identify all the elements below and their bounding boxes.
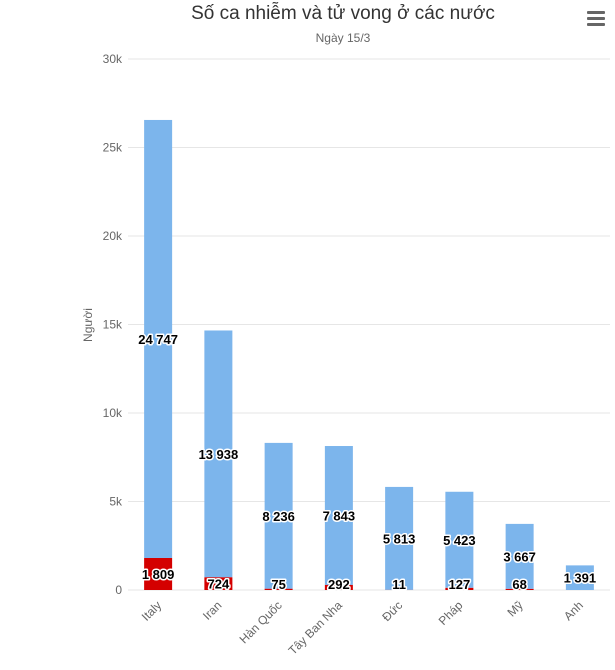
bar-deaths <box>264 588 293 590</box>
data-label-deaths: 292 <box>328 577 350 592</box>
data-label-cases: 24 747 <box>138 332 178 347</box>
y-tick-label: 25k <box>103 141 123 155</box>
x-tick-label: Hàn Quốc <box>237 598 285 646</box>
bar-deaths <box>144 557 173 590</box>
x-tick-label: Iran <box>200 598 225 623</box>
bar-cases <box>324 446 353 585</box>
menu-line <box>587 23 605 26</box>
chart-subtitle: Ngày 15/3 <box>316 31 371 45</box>
x-tick-label: Tây Ban Nha <box>286 598 346 658</box>
data-label-deaths: 11 <box>392 577 406 592</box>
data-label-deaths: 127 <box>449 577 471 592</box>
y-tick-label: 10k <box>103 406 123 420</box>
data-labels: 24 747 1 809 13 938 724 8 236 75 7 843 292 5 813… <box>137 330 598 593</box>
bar-deaths <box>324 584 353 590</box>
x-tick-label: Mỹ <box>505 598 526 619</box>
bar-cases <box>385 486 414 590</box>
bar-deaths <box>204 577 233 590</box>
bar-cases <box>565 565 594 590</box>
bar-cases <box>264 442 293 589</box>
data-label-deaths: 1 809 <box>142 567 175 582</box>
y-tick-label: 15k <box>103 318 123 332</box>
data-label-cases: 8 236 <box>262 509 295 524</box>
bars <box>144 119 594 590</box>
y-tick-label: 0 <box>115 583 122 597</box>
x-tick-label: Italy <box>139 598 164 623</box>
menu-line <box>587 11 605 14</box>
bar-cases <box>445 491 474 588</box>
data-label-cases: 1 391 <box>564 571 597 586</box>
data-label-cases: 7 843 <box>323 508 356 523</box>
data-label-cases: 13 938 <box>198 447 238 462</box>
data-label-cases: 5 423 <box>443 533 476 548</box>
bar-cases <box>144 119 173 558</box>
y-tick-label: 5k <box>109 495 123 509</box>
chart-title: Số ca nhiễm và tử vong ở các nước <box>191 2 495 24</box>
y-tick-label: 30k <box>103 52 123 66</box>
data-label-cases: 5 813 <box>383 531 416 546</box>
data-label-deaths: 68 <box>512 577 526 592</box>
x-tick-label: Pháp <box>436 598 466 628</box>
data-label-deaths: 75 <box>271 577 285 592</box>
menu-line <box>587 17 605 20</box>
data-label-cases: 3 667 <box>503 549 536 564</box>
x-tick-label: Đức <box>379 598 405 624</box>
grid-lines <box>128 58 610 591</box>
bar-cases <box>204 330 233 578</box>
bar-deaths <box>445 587 474 590</box>
y-axis-ticks: 0 5k 10k 15k 20k 25k 30k <box>103 52 123 597</box>
y-axis-title: Người <box>81 308 95 342</box>
bar-deaths <box>505 588 534 590</box>
y-tick-label: 20k <box>103 229 123 243</box>
x-tick-label: Anh <box>561 598 586 623</box>
data-label-deaths: 724 <box>208 577 230 592</box>
bar-cases <box>505 523 534 589</box>
x-axis-ticks: Italy Iran Hàn Quốc Tây Ban Nha Đức Pháp Mỹ Anh <box>139 598 586 658</box>
hamburger-menu-icon[interactable] <box>583 8 609 30</box>
